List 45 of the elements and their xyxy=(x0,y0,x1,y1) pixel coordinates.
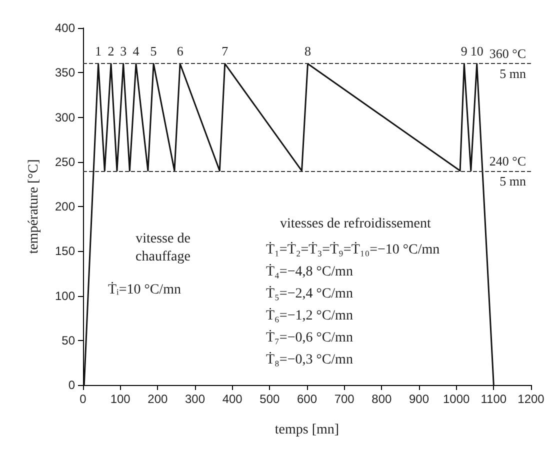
x-tick-label: 1000 xyxy=(442,392,470,406)
x-tick-label: 600 xyxy=(296,392,318,406)
annotation: 1 xyxy=(95,44,102,59)
annotation: 9 xyxy=(460,44,468,59)
annotation: Ṫ₆=−1,2 °C/mn xyxy=(266,308,353,324)
x-tick-label: 200 xyxy=(148,392,168,406)
y-tick-label: 350 xyxy=(54,66,76,80)
annotation: 7 xyxy=(222,44,229,59)
y-tick-label: 50 xyxy=(62,333,76,348)
x-tick-label: 700 xyxy=(334,392,355,406)
annotation: vitesse de chauffage xyxy=(136,232,190,264)
x-tick-label: 900 xyxy=(408,392,430,406)
annotation: 6 xyxy=(176,44,184,59)
x-tick-label: 500 xyxy=(260,392,280,406)
x-axis-title: temps [mn] xyxy=(274,422,340,438)
annotation: 4 xyxy=(132,44,140,59)
annotation: 5 xyxy=(150,44,157,59)
annotation: 2 xyxy=(108,44,114,59)
y-tick-label: 0 xyxy=(68,378,76,392)
annotation: Ṫ₇=−0,6 °C/mn xyxy=(266,330,353,346)
x-tick-label: 300 xyxy=(184,392,206,406)
x-tick-label: 100 xyxy=(110,392,131,406)
x-tick-label: 400 xyxy=(222,392,243,406)
annotation: 8 xyxy=(304,44,311,59)
annotation: Ṫ₁=Ṫ₂=Ṫ₃=Ṫ₉=Ṫ₁₀=−10 °C/mn xyxy=(266,242,440,258)
x-tick-label: 800 xyxy=(372,392,392,406)
annotation: Ṫ₄=−4,8 °C/mn xyxy=(266,264,353,280)
y-tick-label: 400 xyxy=(54,21,76,35)
y-tick-label: 100 xyxy=(54,288,76,303)
annotation: Ṫ₅=−2,4 °C/mn xyxy=(266,286,353,302)
annotation: Ṫᵢ=10 °C/mn xyxy=(108,282,181,298)
annotation: 10 xyxy=(470,44,484,59)
ref-line-label: 240 °C 5 mn xyxy=(489,153,526,188)
annotation: Ṫ₈=−0,3 °C/mn xyxy=(266,352,353,368)
y-tick-label: 150 xyxy=(54,244,76,258)
x-tick-label: 1200 xyxy=(518,392,545,406)
y-tick-label: 300 xyxy=(54,110,76,124)
ref-line-label: 360 °C 5 mn xyxy=(489,46,526,82)
annotation: vitesses de refroidissement xyxy=(280,216,431,232)
annotation: 3 xyxy=(120,44,127,59)
y-tick-label: 200 xyxy=(54,200,76,214)
y-axis-title: température [°C] xyxy=(26,159,42,254)
x-tick-label: 0 xyxy=(80,392,87,406)
x-tick-label: 1100 xyxy=(480,392,507,406)
y-tick-label: 250 xyxy=(54,154,76,169)
